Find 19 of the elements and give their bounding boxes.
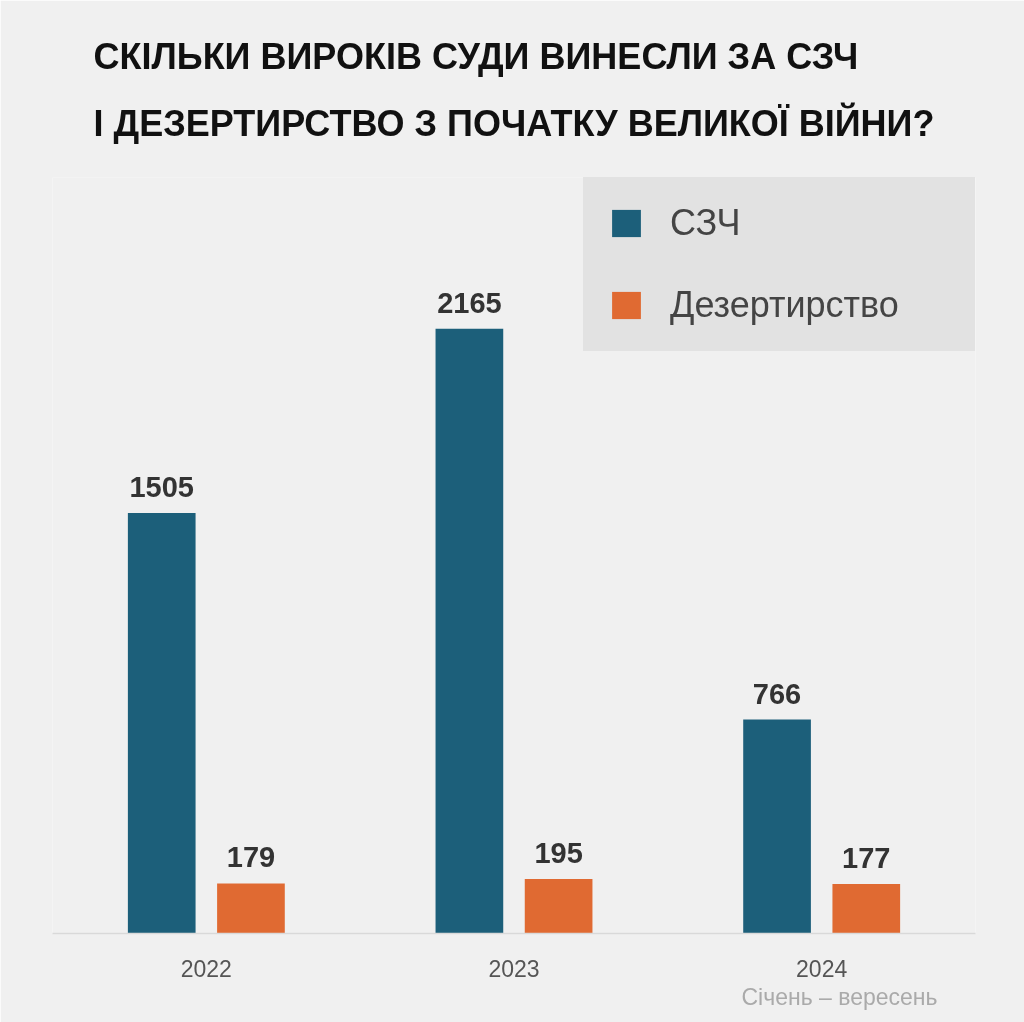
x-tick-label: 2024 bbox=[796, 955, 848, 982]
data-label: 195 bbox=[534, 837, 583, 870]
legend-label: СЗЧ bbox=[670, 202, 742, 244]
chart-title: СКІЛЬКИ ВИРОКІВ СУДИ ВИНЕСЛИ ЗА СЗЧ І ДЕЗЕРТИРСТВО З ПОЧАТКУ ВЕЛИКОЇ ВІЙНИ? bbox=[93, 35, 935, 145]
data-label: 766 bbox=[752, 677, 802, 710]
bar bbox=[127, 513, 196, 934]
x-tick-label: 2022 bbox=[180, 955, 232, 982]
bar bbox=[435, 328, 504, 934]
x-tick-label: 2023 bbox=[488, 955, 540, 982]
legend-label: Дезертирство bbox=[670, 284, 900, 326]
data-label: 179 bbox=[226, 841, 276, 874]
bar bbox=[217, 883, 285, 934]
data-label: 1505 bbox=[129, 471, 194, 504]
bar bbox=[524, 879, 593, 934]
text: Січень – вересень bbox=[741, 983, 938, 1010]
data-label: 2165 bbox=[437, 286, 502, 319]
bar bbox=[832, 884, 901, 934]
bar bbox=[743, 719, 811, 934]
data-label: 177 bbox=[842, 842, 891, 875]
